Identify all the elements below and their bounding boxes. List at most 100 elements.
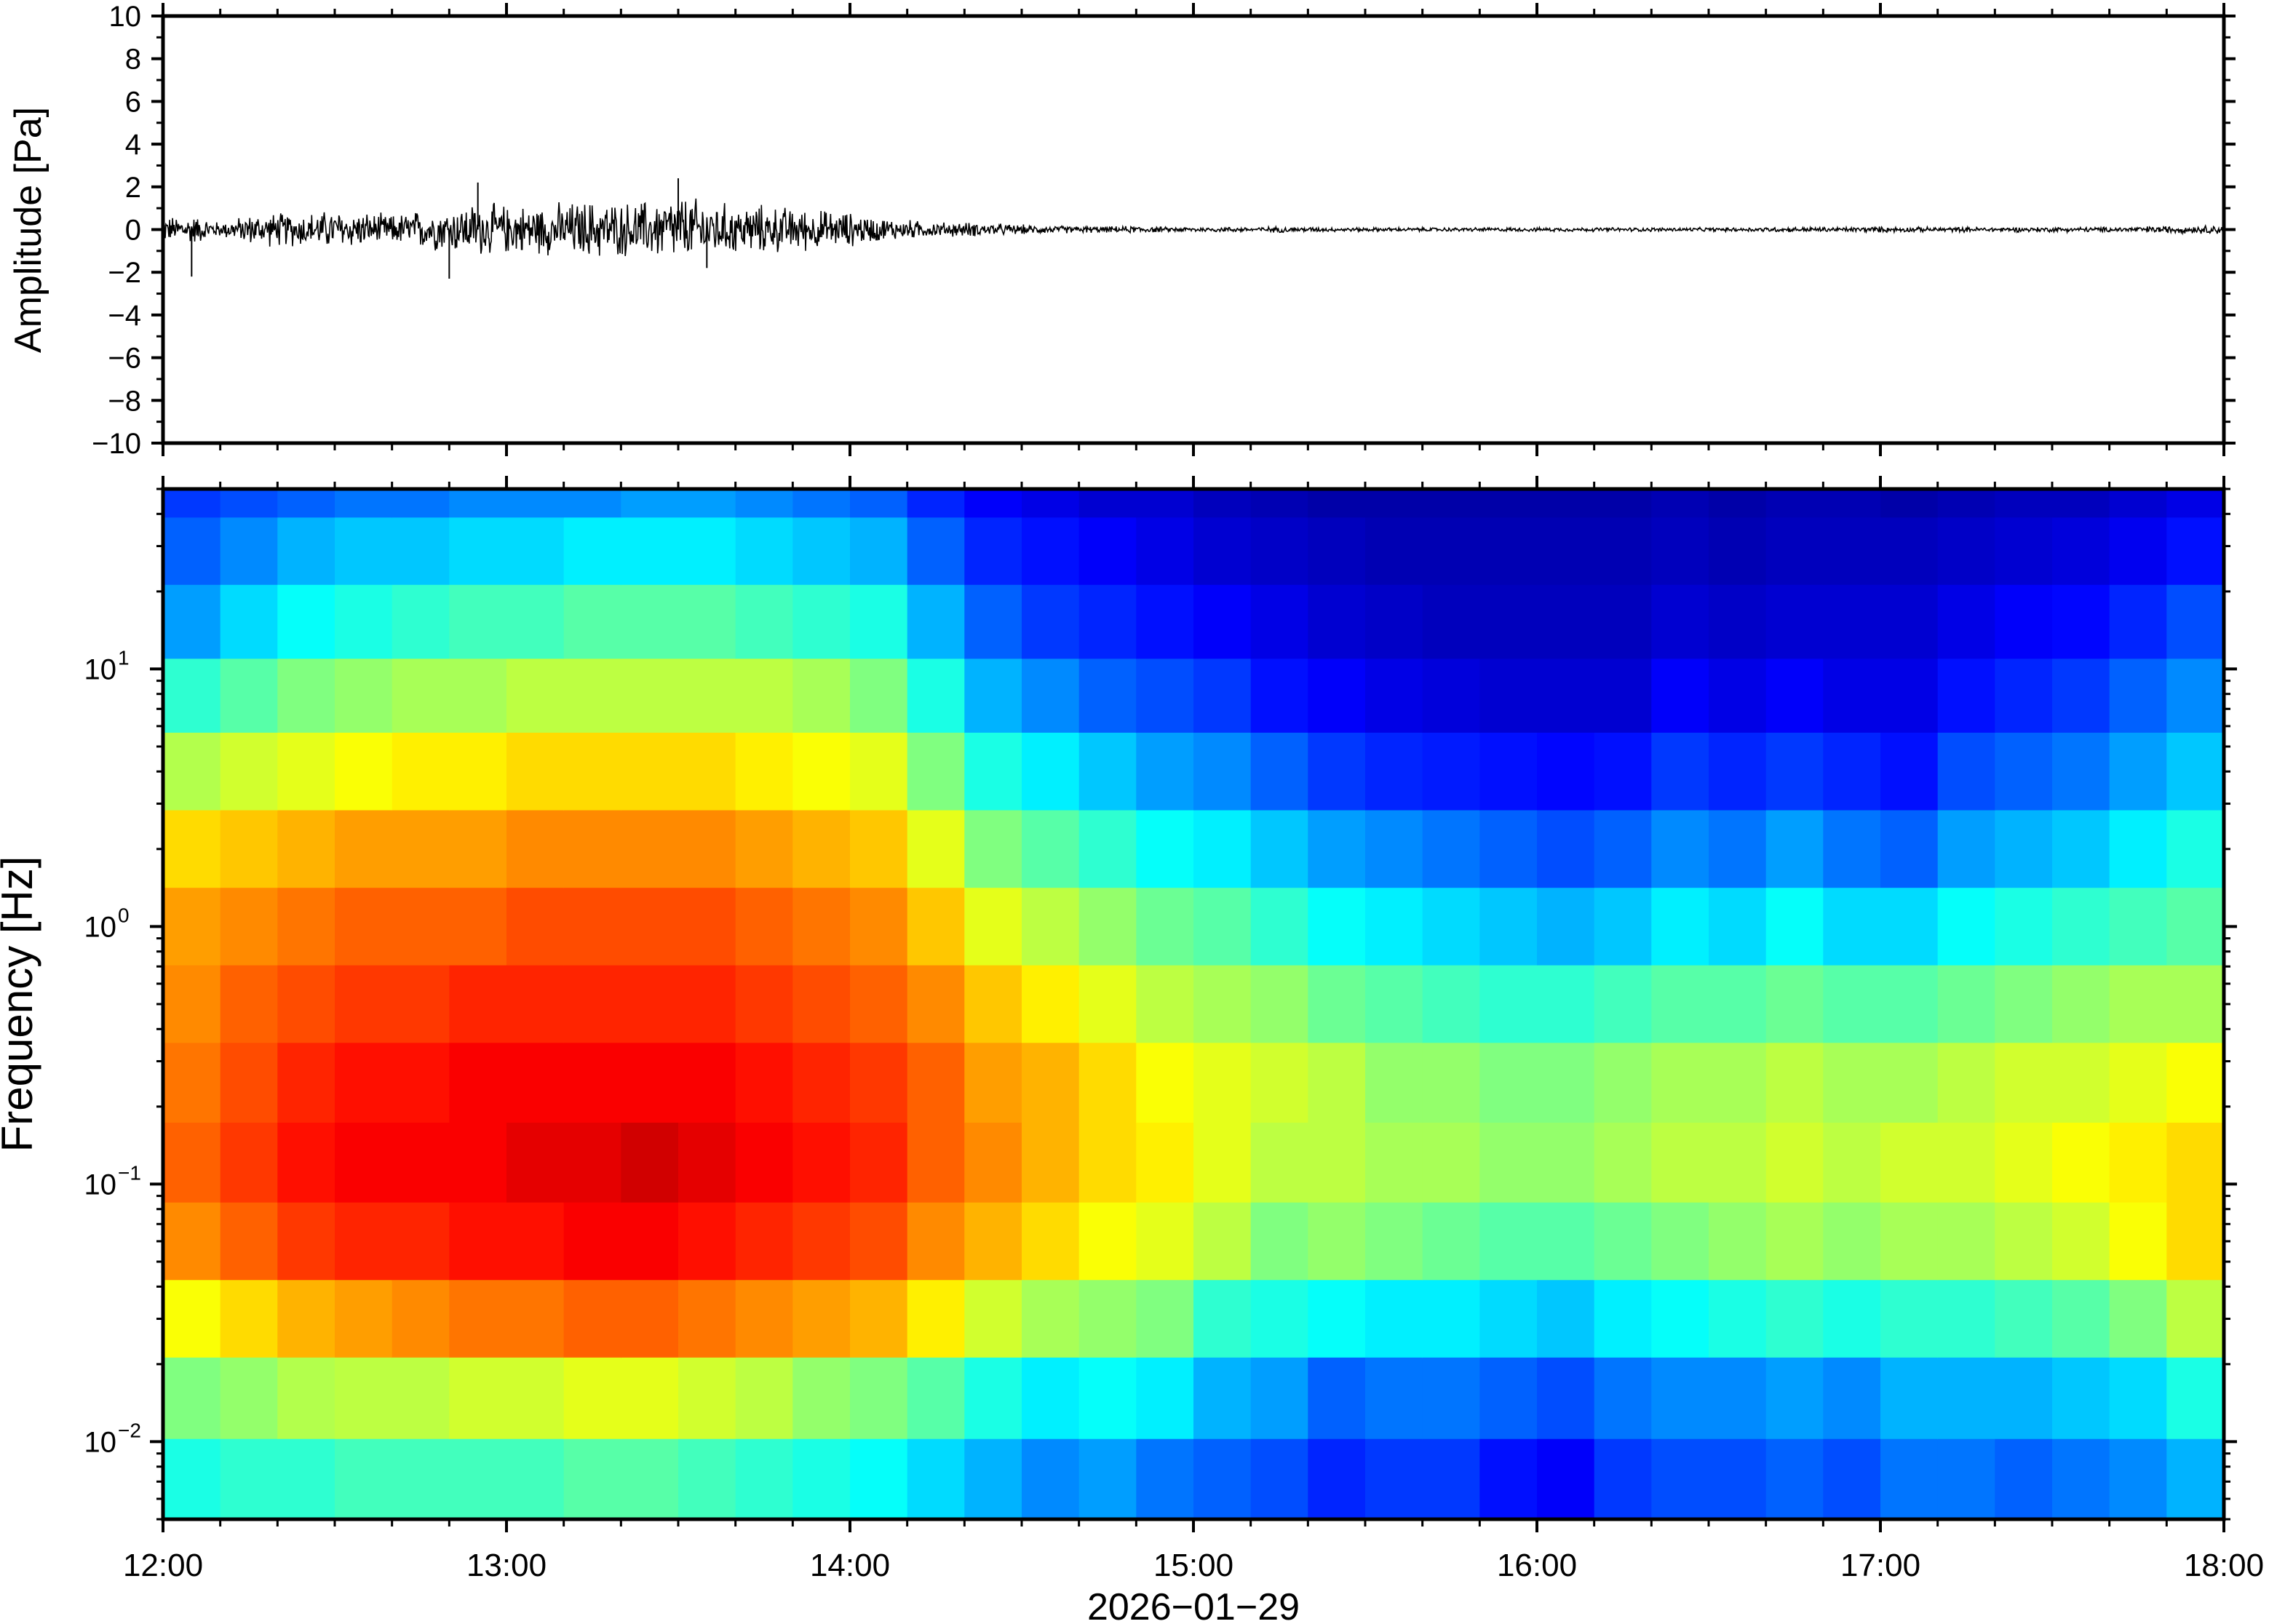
- spectrogram-cell: [1537, 888, 1595, 966]
- spectrogram-cell: [1537, 1438, 1595, 1519]
- spectrogram-cell: [1022, 584, 1080, 660]
- spectrogram-cell: [1765, 810, 1824, 889]
- spectrogram-cell: [1136, 489, 1194, 519]
- spectrogram-cell: [2109, 658, 2168, 733]
- spectrogram-cell: [678, 1123, 736, 1203]
- spectrogram-cell: [1709, 1438, 1767, 1519]
- spectrogram-cell: [2052, 1280, 2110, 1358]
- spectrogram-cell: [792, 888, 851, 966]
- spectrogram-cell: [1479, 489, 1538, 519]
- spectrogram-cell: [163, 658, 221, 733]
- spectrogram-cell: [1136, 810, 1194, 889]
- waveform-line: [162, 198, 2225, 256]
- spectrogram-cell: [850, 810, 908, 889]
- spectrogram-cell: [1078, 1043, 1137, 1123]
- spectrogram-cell: [1308, 1280, 1366, 1358]
- spectrogram-cell: [1078, 1123, 1137, 1203]
- spectrogram-cell: [1136, 658, 1194, 733]
- spectrogram-cell: [1651, 1357, 1709, 1440]
- spectrogram-cell: [506, 733, 565, 811]
- spectrogram-cell: [1537, 1280, 1595, 1358]
- spectrogram-cell: [563, 810, 622, 889]
- spectrogram-cell: [2052, 584, 2110, 660]
- spectrogram-cell: [163, 1202, 221, 1281]
- spectrogram-cell: [1479, 1123, 1538, 1203]
- spectrogram-cell: [2166, 489, 2224, 519]
- spectrogram-cell: [1937, 810, 1996, 889]
- spectrogram-cell: [850, 584, 908, 660]
- spectrogram-cell: [792, 1280, 851, 1358]
- spectrogram-cell: [277, 1123, 335, 1203]
- spectrogram-cell: [1022, 965, 1080, 1044]
- spectrogram-cell: [1709, 1202, 1767, 1281]
- spectrogram-cell: [277, 1280, 335, 1358]
- spectrogram-cell: [335, 810, 393, 889]
- spectrogram-cell: [621, 810, 679, 889]
- spectrogram-cell: [1308, 658, 1366, 733]
- spectrogram-y-axis-label: Frequency [Hz]: [0, 856, 41, 1153]
- spectrogram-cell: [1709, 965, 1767, 1044]
- spectrogram-cell: [1022, 1280, 1080, 1358]
- spectrogram-cell: [506, 1357, 565, 1440]
- spectrogram-cell: [678, 888, 736, 966]
- spectrogram-cell: [1078, 658, 1137, 733]
- spectrogram-cell: [1078, 1357, 1137, 1440]
- spectrogram-cell: [277, 1043, 335, 1123]
- spectrogram-cell: [964, 733, 1022, 811]
- spectrogram-cell: [1479, 1357, 1538, 1440]
- spectrogram-y-tick-base: 10: [84, 1169, 117, 1201]
- spectrogram-cell: [1365, 1438, 1423, 1519]
- spectrogram-cell: [1765, 1438, 1824, 1519]
- spectrogram-cell: [277, 1202, 335, 1281]
- spectrogram-cell: [621, 1357, 679, 1440]
- spectrogram-cell: [506, 1123, 565, 1203]
- spectrogram-cell: [335, 1123, 393, 1203]
- spectrogram-cell: [335, 658, 393, 733]
- spectrogram-cell: [1308, 1357, 1366, 1440]
- spectrogram-cell: [277, 810, 335, 889]
- spectrogram-cell: [1308, 810, 1366, 889]
- spectrogram-cell: [1193, 810, 1252, 889]
- spectrogram-cell: [1136, 1357, 1194, 1440]
- spectrogram-cell: [964, 584, 1022, 660]
- spectrogram-cell: [335, 1357, 393, 1440]
- spectrogram-cell: [1136, 888, 1194, 966]
- spectrogram-cell: [335, 733, 393, 811]
- spectrogram-cell: [1078, 584, 1137, 660]
- spectrogram-cell: [1937, 1043, 1996, 1123]
- spectrogram-cell: [220, 733, 279, 811]
- spectrogram-cell: [735, 888, 794, 966]
- spectrogram-cell: [220, 1123, 279, 1203]
- spectrogram-cell: [1651, 1202, 1709, 1281]
- spectrogram-cell: [563, 1123, 622, 1203]
- spectrogram-y-tick-exponent: −1: [118, 1161, 141, 1184]
- spectrogram-cell: [220, 1043, 279, 1123]
- spectrogram-cell: [735, 1123, 794, 1203]
- spectrogram-cell: [163, 733, 221, 811]
- spectrogram-cell: [1709, 489, 1767, 519]
- spectrogram-cell: [1193, 1438, 1252, 1519]
- spectrogram-cell: [1709, 517, 1767, 586]
- spectrogram-cell: [449, 1438, 507, 1519]
- spectrogram-cell: [1078, 517, 1137, 586]
- spectrogram-cell: [392, 584, 450, 660]
- spectrogram-cell: [792, 1357, 851, 1440]
- spectrogram-cell: [277, 584, 335, 660]
- spectrogram-cell: [1422, 733, 1481, 811]
- spectrogram-cell: [2109, 584, 2168, 660]
- spectrogram-cell: [792, 965, 851, 1044]
- spectrogram-cell: [1823, 888, 1881, 966]
- spectrogram-cell: [964, 1438, 1022, 1519]
- spectrogram-cell: [1479, 1438, 1538, 1519]
- spectrogram-cell: [335, 584, 393, 660]
- spectrogram-cell: [1765, 658, 1824, 733]
- spectrogram-cell: [392, 1357, 450, 1440]
- spectrogram-cell: [1250, 1357, 1309, 1440]
- spectrogram-cell: [1422, 489, 1481, 519]
- spectrogram-cell: [1078, 1438, 1137, 1519]
- spectrogram-cell: [1594, 489, 1653, 519]
- spectrogram-cell: [1995, 517, 2053, 586]
- spectrogram-cell: [1765, 584, 1824, 660]
- spectrogram-cell: [392, 1438, 450, 1519]
- spectrogram-cell: [678, 1202, 736, 1281]
